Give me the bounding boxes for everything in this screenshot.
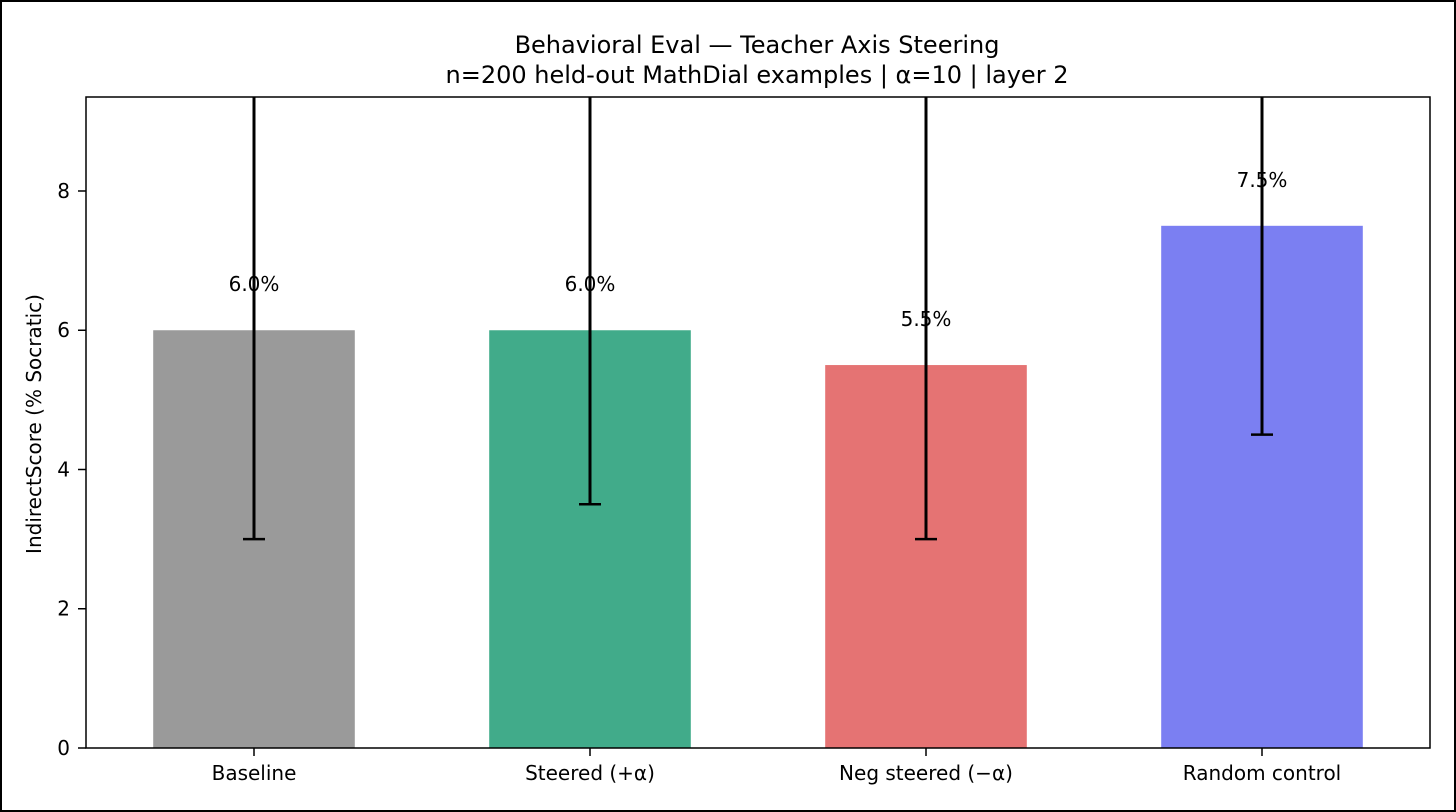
y-tick-label-5: 8 xyxy=(57,179,70,203)
x-tick-label-3: Neg steered (−α) xyxy=(839,761,1013,785)
plot-area: 6.0% Baseline 6.0% Steered (+α) 5.5% Neg stee… xyxy=(57,96,1431,785)
error-bar-2 xyxy=(579,97,601,506)
y-tick-label-4: 6 xyxy=(57,318,70,342)
chart-subtitle: n=200 held-out MathDial examples | α=10 … xyxy=(446,61,1069,89)
data-label-3: 5.5% xyxy=(901,307,952,331)
x-tick-label-1: Baseline xyxy=(212,761,297,785)
x-tick-label-2: Steered (+α) xyxy=(525,761,655,785)
chart-title: Behavioral Eval — Teacher Axis Steering xyxy=(515,31,1000,59)
axes-frame xyxy=(85,96,1431,749)
y-axis-label: IndirectScore (% Socratic) xyxy=(22,294,46,554)
y-tick-label-1: 0 xyxy=(57,736,70,760)
error-bar-4 xyxy=(1251,97,1273,436)
x-tick-label-4: Random control xyxy=(1183,761,1342,785)
data-label-2: 6.0% xyxy=(565,272,616,296)
error-bar-1 xyxy=(243,97,265,541)
data-label-4: 7.5% xyxy=(1237,168,1288,192)
error-bar-3 xyxy=(915,97,937,541)
y-tick-label-3: 4 xyxy=(57,457,70,481)
y-tick-label-2: 2 xyxy=(57,597,70,621)
data-label-1: 6.0% xyxy=(229,272,280,296)
